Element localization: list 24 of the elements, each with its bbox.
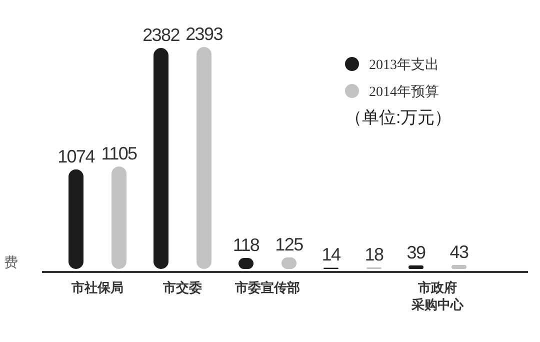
data-label: 43	[450, 242, 469, 262]
data-label: 118	[232, 235, 260, 256]
bar	[452, 265, 466, 269]
annotation: （单位:万元）	[345, 108, 452, 127]
legend-label: 2014年预算	[369, 84, 439, 100]
bar	[196, 47, 212, 269]
bar	[68, 169, 84, 269]
data-label: 2393	[186, 24, 224, 44]
data-label: 39	[406, 242, 426, 262]
legend-label: 2013年支出	[369, 57, 439, 73]
text: 费	[4, 254, 18, 270]
bar	[112, 166, 126, 269]
x-tick-label: 市交委	[162, 280, 202, 295]
data-label: 14	[322, 244, 341, 265]
x-tick-label: 市社保局	[70, 280, 124, 295]
bar	[408, 265, 424, 269]
x-tick-label: 市委宣传部	[234, 280, 300, 295]
x-tick-label: 市政府采购中心	[410, 280, 464, 312]
data-label: 18	[364, 244, 384, 264]
data-label: 2382	[142, 25, 180, 46]
data-label: 1074	[58, 146, 96, 166]
bar	[154, 48, 168, 269]
data-label: 125	[275, 234, 304, 254]
data-label: 1105	[101, 143, 138, 164]
